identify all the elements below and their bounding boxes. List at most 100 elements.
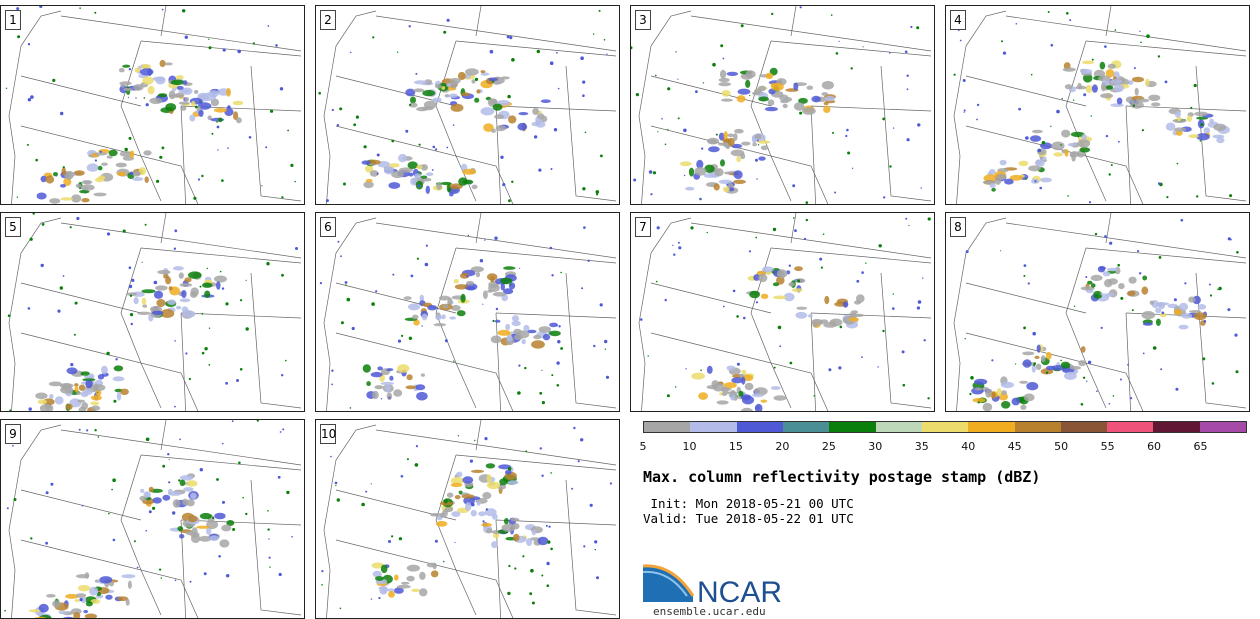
reflectivity-speck [1108, 402, 1111, 405]
reflectivity-speck [5, 87, 8, 90]
reflectivity-speck [701, 147, 704, 150]
state-border [20, 125, 199, 204]
reflectivity-echo [433, 323, 447, 327]
reflectivity-echo [1156, 302, 1170, 306]
reflectivity-echo [427, 305, 438, 311]
reflectivity-echo [37, 399, 47, 405]
reflectivity-speck [927, 217, 931, 221]
reflectivity-echo [147, 68, 153, 77]
reflectivity-speck [432, 145, 436, 149]
reflectivity-speck [225, 302, 229, 306]
reflectivity-speck [511, 58, 515, 62]
reflectivity-echo [1001, 390, 1007, 395]
reflectivity-echo [226, 87, 231, 97]
reflectivity-speck [1082, 376, 1086, 379]
reflectivity-echo [449, 183, 463, 190]
reflectivity-speck [1023, 326, 1026, 330]
reflectivity-speck [1015, 363, 1017, 365]
reflectivity-echo [34, 616, 47, 618]
reflectivity-speck [1118, 140, 1120, 143]
colorbar-tick-label: 25 [821, 440, 836, 453]
colorbar-tick-label: 5 [639, 440, 647, 453]
state-border [375, 429, 617, 466]
reflectivity-echo [49, 198, 61, 204]
state-border [20, 75, 142, 107]
reflectivity-echo [807, 314, 813, 318]
reflectivity-speck [452, 124, 455, 126]
ncar-logo-mark [643, 565, 693, 602]
reflectivity-speck [221, 179, 224, 182]
reflectivity-speck [803, 237, 807, 240]
reflectivity-speck [664, 143, 667, 146]
reflectivity-speck [16, 196, 18, 198]
reflectivity-echo [178, 101, 190, 105]
reflectivity-speck [212, 516, 215, 520]
reflectivity-echo [1022, 351, 1035, 356]
reflectivity-echo [1197, 304, 1207, 310]
reflectivity-echo [1134, 87, 1139, 96]
reflectivity-echo [449, 316, 456, 320]
reflectivity-echo [741, 376, 746, 385]
reflectivity-echo [64, 170, 74, 180]
reflectivity-echo [53, 172, 58, 177]
reflectivity-speck [850, 67, 853, 70]
reflectivity-speck [415, 72, 418, 75]
state-border [965, 75, 1087, 107]
reflectivity-speck [845, 134, 848, 138]
reflectivity-speck [128, 68, 132, 71]
reflectivity-speck [1030, 73, 1033, 76]
colorbar-segment [829, 422, 876, 432]
reflectivity-speck [965, 250, 969, 254]
reflectivity-speck [1199, 140, 1202, 142]
colorbar-segment [736, 422, 783, 432]
reflectivity-speck [1110, 164, 1113, 166]
reflectivity-speck [331, 383, 333, 386]
reflectivity-echo [151, 310, 164, 315]
reflectivity-speck [536, 49, 540, 54]
reflectivity-echo [137, 311, 151, 315]
reflectivity-echo [197, 102, 212, 110]
reflectivity-speck [380, 398, 383, 400]
reflectivity-echo [731, 143, 743, 149]
reflectivity-echo [408, 172, 414, 177]
reflectivity-echo [115, 162, 127, 168]
reflectivity-echo [204, 290, 211, 298]
reflectivity-echo [380, 564, 388, 574]
reflectivity-speck [245, 512, 248, 516]
reflectivity-echo [188, 271, 202, 279]
reflectivity-echo [141, 289, 156, 294]
reflectivity-speck [678, 246, 682, 250]
reflectivity-speck [581, 287, 584, 290]
reflectivity-echo [1034, 355, 1040, 359]
reflectivity-speck [159, 155, 163, 159]
reflectivity-echo [523, 324, 530, 332]
reflectivity-echo [366, 381, 371, 387]
reflectivity-speck [97, 436, 100, 438]
reflectivity-speck [245, 279, 247, 281]
reflectivity-echo [233, 111, 239, 121]
reflectivity-speck [336, 498, 340, 502]
reflectivity-speck [792, 184, 796, 188]
reflectivity-speck [959, 39, 962, 42]
reflectivity-speck [236, 379, 239, 382]
reflectivity-echo [180, 106, 187, 111]
reflectivity-speck [531, 601, 535, 605]
reflectivity-echo [1130, 101, 1144, 109]
reflectivity-echo [985, 388, 992, 398]
reflectivity-echo [802, 107, 816, 115]
state-border [810, 312, 817, 411]
reflectivity-speck [231, 420, 234, 423]
reflectivity-speck [287, 129, 289, 132]
reflectivity-map-panel: 8 [945, 212, 1250, 412]
reflectivity-echo [182, 498, 189, 506]
reflectivity-speck [400, 475, 404, 478]
reflectivity-echo [1011, 397, 1021, 406]
reflectivity-speck [555, 324, 558, 327]
reflectivity-echo [824, 95, 835, 102]
reflectivity-echo [95, 389, 102, 396]
reflectivity-echo [74, 386, 79, 393]
reflectivity-speck [799, 111, 803, 115]
reflectivity-echo [175, 75, 184, 80]
reflectivity-echo [82, 378, 96, 382]
reflectivity-echo [54, 396, 64, 405]
